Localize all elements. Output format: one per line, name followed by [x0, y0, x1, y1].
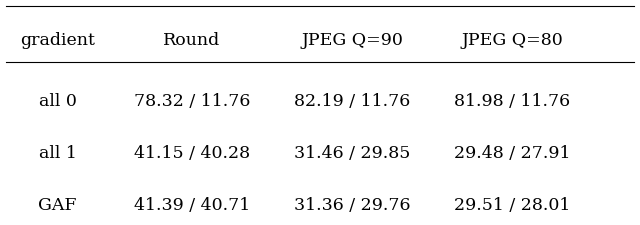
Text: 78.32 / 11.76: 78.32 / 11.76 — [134, 93, 250, 110]
Text: JPEG Q=80: JPEG Q=80 — [461, 32, 563, 49]
Text: 81.98 / 11.76: 81.98 / 11.76 — [454, 93, 570, 110]
Text: 31.46 / 29.85: 31.46 / 29.85 — [294, 144, 410, 162]
Text: 82.19 / 11.76: 82.19 / 11.76 — [294, 93, 410, 110]
Text: 41.15 / 40.28: 41.15 / 40.28 — [134, 144, 250, 162]
Text: gradient: gradient — [20, 32, 95, 49]
Text: all 1: all 1 — [38, 144, 77, 162]
Text: 31.36 / 29.76: 31.36 / 29.76 — [294, 196, 410, 213]
Text: 29.48 / 27.91: 29.48 / 27.91 — [454, 144, 570, 162]
Text: JPEG Q=90: JPEG Q=90 — [301, 32, 403, 49]
Text: GAF: GAF — [38, 196, 77, 213]
Text: 41.39 / 40.71: 41.39 / 40.71 — [134, 196, 250, 213]
Text: 29.51 / 28.01: 29.51 / 28.01 — [454, 196, 570, 213]
Text: all 0: all 0 — [38, 93, 77, 110]
Text: Round: Round — [163, 32, 221, 49]
